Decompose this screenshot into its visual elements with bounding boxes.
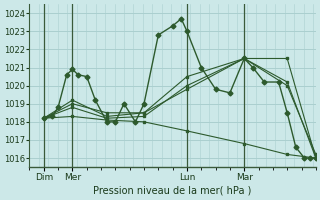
X-axis label: Pression niveau de la mer( hPa ): Pression niveau de la mer( hPa ) [93,186,252,196]
